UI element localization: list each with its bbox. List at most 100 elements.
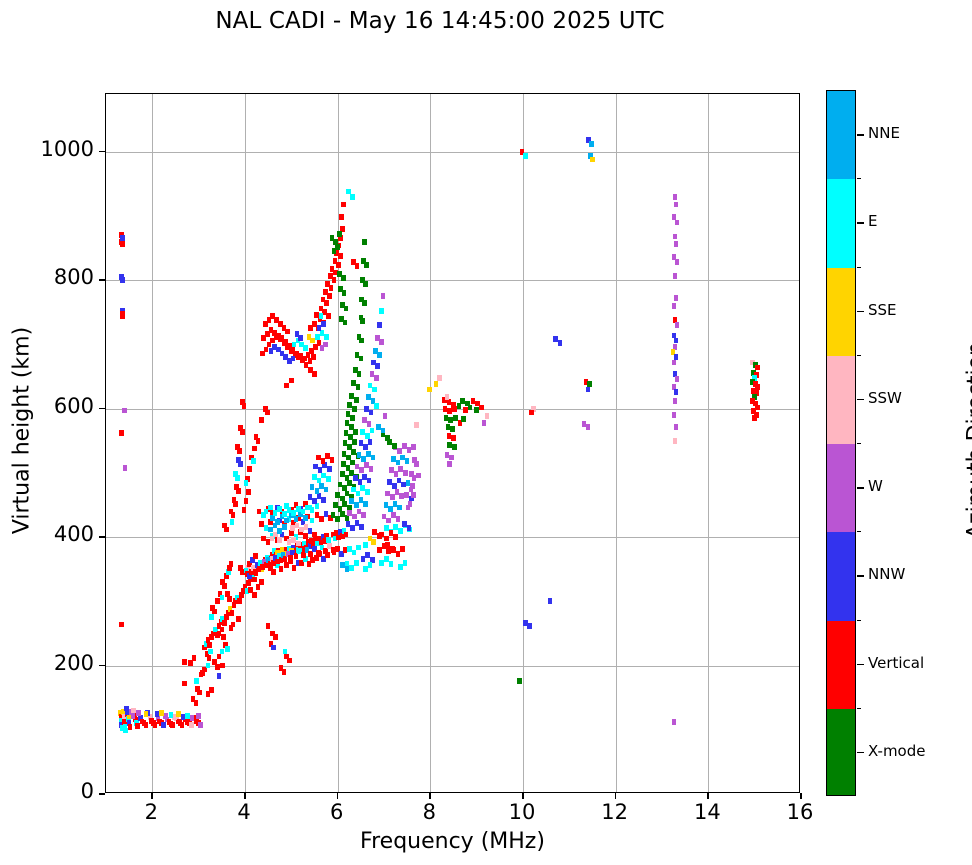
echo-point — [363, 281, 368, 287]
echo-point — [309, 517, 315, 524]
gridline-vertical — [708, 94, 710, 792]
echo-point — [478, 404, 484, 411]
echo-point — [326, 313, 331, 320]
echo-point — [270, 313, 276, 320]
echo-point — [236, 457, 241, 463]
echo-point — [254, 562, 260, 569]
echo-point — [284, 562, 289, 569]
echo-point — [672, 437, 678, 444]
echo-point — [284, 503, 289, 510]
echo-point — [373, 347, 378, 354]
echo-point — [119, 277, 125, 284]
echo-point — [392, 500, 398, 507]
echo-point — [277, 505, 283, 512]
echo-point — [216, 672, 222, 679]
echo-point — [222, 583, 227, 589]
echo-point — [306, 333, 312, 340]
echo-point — [673, 295, 679, 302]
echo-point — [447, 461, 453, 467]
echo-point — [295, 540, 301, 547]
echo-point — [264, 331, 270, 338]
echo-point — [372, 529, 378, 535]
echo-point — [269, 535, 275, 542]
echo-point — [325, 453, 330, 460]
echo-point — [340, 461, 346, 467]
colorbar-tick-mark — [857, 134, 864, 136]
echo-point — [388, 561, 394, 567]
echo-point — [444, 452, 450, 458]
echo-point — [363, 500, 368, 507]
echo-point — [261, 512, 266, 519]
echo-point — [120, 310, 125, 317]
echo-point — [370, 398, 376, 404]
echo-point — [410, 482, 416, 489]
x-tick-mark — [614, 793, 617, 799]
echo-point — [333, 502, 338, 508]
echo-point — [137, 715, 143, 722]
echo-point — [671, 254, 677, 260]
echo-point — [198, 721, 203, 728]
echo-point — [316, 324, 322, 331]
echo-point — [755, 404, 760, 411]
colorbar-tick-mark — [857, 310, 864, 313]
echo-point — [356, 452, 362, 458]
echo-point — [320, 296, 326, 303]
echo-point — [287, 342, 292, 349]
echo-point — [275, 518, 280, 525]
echo-point — [238, 425, 243, 431]
echo-point — [279, 547, 285, 553]
echo-point — [321, 556, 327, 562]
echo-point — [353, 396, 359, 403]
gridline-vertical — [430, 94, 432, 792]
echo-point — [136, 710, 141, 716]
echo-point — [278, 557, 284, 564]
echo-point — [268, 640, 274, 647]
echo-point — [752, 394, 757, 400]
echo-point — [352, 475, 358, 481]
echo-point — [346, 545, 352, 552]
echo-point — [404, 458, 410, 465]
echo-point — [445, 423, 451, 430]
echo-point — [395, 516, 401, 522]
echo-point — [443, 414, 449, 421]
echo-point — [384, 556, 389, 562]
echo-point — [370, 557, 375, 564]
echo-point — [322, 538, 327, 544]
echo-point — [313, 344, 318, 350]
y-tick-mark — [99, 407, 105, 410]
echo-point — [349, 392, 354, 399]
echo-point — [481, 419, 487, 426]
echo-point — [386, 517, 391, 524]
echo-point — [185, 712, 190, 719]
echo-point — [342, 440, 348, 447]
echo-point — [268, 327, 274, 334]
x-tick-label: 12 — [601, 800, 629, 824]
echo-point — [385, 490, 390, 497]
echo-point — [395, 459, 401, 466]
echo-point — [673, 389, 679, 395]
echo-point — [351, 486, 356, 493]
echo-point — [170, 722, 176, 729]
colorbar-segment-e — [827, 179, 855, 268]
echo-point — [415, 472, 421, 479]
echo-point — [670, 349, 676, 356]
echo-point — [314, 503, 320, 510]
echo-point — [288, 554, 293, 561]
echo-point — [180, 714, 186, 720]
echo-point — [274, 317, 279, 323]
echo-point — [314, 333, 320, 340]
echo-point — [289, 525, 295, 531]
echo-point — [277, 527, 283, 534]
echo-point — [359, 467, 365, 474]
echo-point — [385, 541, 390, 548]
echo-point — [214, 598, 220, 605]
echo-point — [403, 491, 409, 498]
echo-point — [389, 467, 394, 474]
echo-point — [377, 351, 382, 358]
echo-point — [344, 490, 350, 497]
echo-point — [197, 689, 202, 696]
echo-point — [341, 450, 347, 457]
x-tick-label: 8 — [422, 800, 437, 824]
x-tick-mark — [336, 793, 339, 799]
echo-point — [273, 554, 278, 561]
